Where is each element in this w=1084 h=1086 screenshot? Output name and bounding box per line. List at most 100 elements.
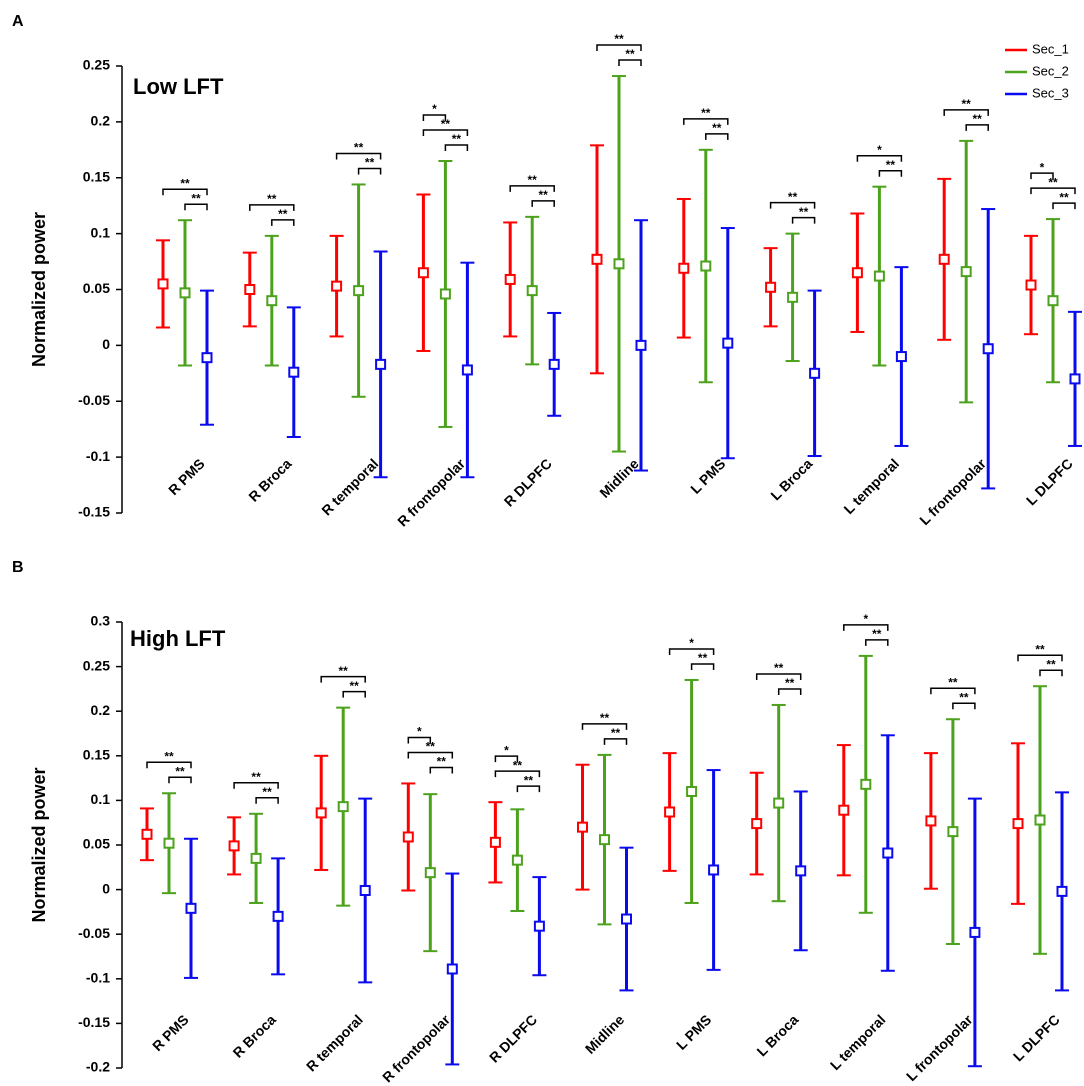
mean-marker xyxy=(664,806,676,818)
mean-marker xyxy=(982,343,994,355)
significance-label: ** xyxy=(251,770,261,784)
y-tick-label: 0.15 xyxy=(83,168,110,184)
mean-marker xyxy=(960,266,972,278)
x-tick-label: L PMS xyxy=(687,455,728,496)
significance-label: ** xyxy=(1046,657,1056,671)
x-tick-label: L temporal xyxy=(827,1011,889,1073)
legend-label: Sec_2 xyxy=(1032,63,1069,78)
mean-marker xyxy=(163,837,175,849)
significance-bracket xyxy=(320,675,366,683)
x-tick-label: R temporal xyxy=(318,455,381,518)
significance-bracket xyxy=(668,648,715,655)
mean-marker xyxy=(288,366,300,378)
y-tick-label: 0.3 xyxy=(91,613,111,629)
significance-label: ** xyxy=(164,749,174,763)
significance-bracket xyxy=(516,785,541,793)
y-tick-label: 0.15 xyxy=(83,747,110,763)
mean-marker xyxy=(1025,279,1037,291)
significance-bracket xyxy=(581,723,628,730)
mean-marker xyxy=(809,367,821,379)
mean-marker xyxy=(577,821,588,833)
significance-bracket xyxy=(952,702,976,710)
x-tick-label: R frontopolar xyxy=(379,1011,453,1085)
significance-bracket xyxy=(683,118,729,125)
significance-bracket xyxy=(168,776,192,784)
mean-marker xyxy=(947,826,959,838)
significance-label: ** xyxy=(452,132,462,146)
significance-label: ** xyxy=(539,188,549,202)
significance-bracket xyxy=(335,152,382,160)
mean-marker xyxy=(201,352,213,364)
legend-label: Sec_1 xyxy=(1032,41,1069,56)
significance-label: ** xyxy=(365,156,375,170)
significance-bracket xyxy=(494,770,541,778)
significance-bracket xyxy=(878,169,903,177)
significance-bracket xyxy=(705,133,729,140)
significance-label: * xyxy=(863,612,868,626)
x-tick-label: L Broca xyxy=(753,1011,801,1059)
mean-marker xyxy=(708,864,720,876)
significance-label: * xyxy=(417,725,422,739)
x-tick-label: Midline xyxy=(596,455,642,501)
significance-bracket xyxy=(407,751,454,759)
x-tick-label: R temporal xyxy=(303,1011,366,1074)
significance-bracket xyxy=(407,736,432,744)
mean-marker xyxy=(882,847,894,859)
significance-label: ** xyxy=(1035,642,1045,656)
significance-bracket xyxy=(249,204,295,211)
mean-marker xyxy=(511,854,523,866)
panel-label: B xyxy=(12,559,24,576)
significance-bracket xyxy=(233,782,279,789)
mean-marker xyxy=(787,291,799,303)
significance-bracket xyxy=(618,59,642,67)
significance-label: ** xyxy=(959,690,969,704)
mean-marker xyxy=(461,364,473,376)
y-tick-label: -0.1 xyxy=(86,970,110,986)
significance-bracket xyxy=(1052,202,1076,210)
significance-bracket xyxy=(422,129,469,136)
mean-marker xyxy=(533,920,545,932)
mean-marker xyxy=(272,910,284,922)
mean-marker xyxy=(375,358,387,370)
mean-marker xyxy=(635,339,647,351)
significance-label: * xyxy=(1040,160,1045,174)
mean-marker xyxy=(315,807,327,819)
significance-bracket xyxy=(357,167,382,175)
mean-marker xyxy=(548,358,560,370)
mean-marker xyxy=(621,913,632,925)
mean-marker xyxy=(331,280,343,292)
significance-bracket xyxy=(930,687,976,695)
significance-label: ** xyxy=(267,192,277,206)
y-tick-label: 0.1 xyxy=(91,791,111,807)
significance-bracket xyxy=(494,755,519,763)
mean-marker xyxy=(599,834,610,846)
mean-marker xyxy=(179,287,191,299)
significance-bracket xyxy=(342,690,366,698)
significance-bracket xyxy=(856,154,903,162)
significance-label: ** xyxy=(948,675,958,689)
mean-marker xyxy=(439,288,451,300)
significance-bracket xyxy=(1030,172,1054,180)
significance-label: ** xyxy=(180,176,190,190)
y-tick-label: 0.05 xyxy=(83,836,110,852)
significance-label: ** xyxy=(774,661,784,675)
significance-label: * xyxy=(689,636,694,650)
significance-label: ** xyxy=(788,190,798,204)
significance-bracket xyxy=(596,44,642,52)
significance-label: ** xyxy=(513,758,523,772)
mean-marker xyxy=(489,836,501,848)
significance-bracket xyxy=(184,203,208,211)
significance-label: ** xyxy=(437,755,447,769)
mean-marker xyxy=(938,253,950,265)
significance-label: ** xyxy=(339,664,349,678)
y-tick-label: 0.25 xyxy=(83,657,110,673)
significance-bracket xyxy=(777,688,802,695)
mean-marker xyxy=(1034,814,1046,826)
chart-title: Low LFT xyxy=(133,74,224,99)
y-tick-label: 0.2 xyxy=(91,702,111,718)
x-tick-label: L PMS xyxy=(673,1011,714,1052)
y-tick-label: -0.1 xyxy=(86,448,110,464)
mean-marker xyxy=(337,801,349,813)
chart-title: High LFT xyxy=(130,626,226,651)
significance-label: * xyxy=(504,743,509,757)
